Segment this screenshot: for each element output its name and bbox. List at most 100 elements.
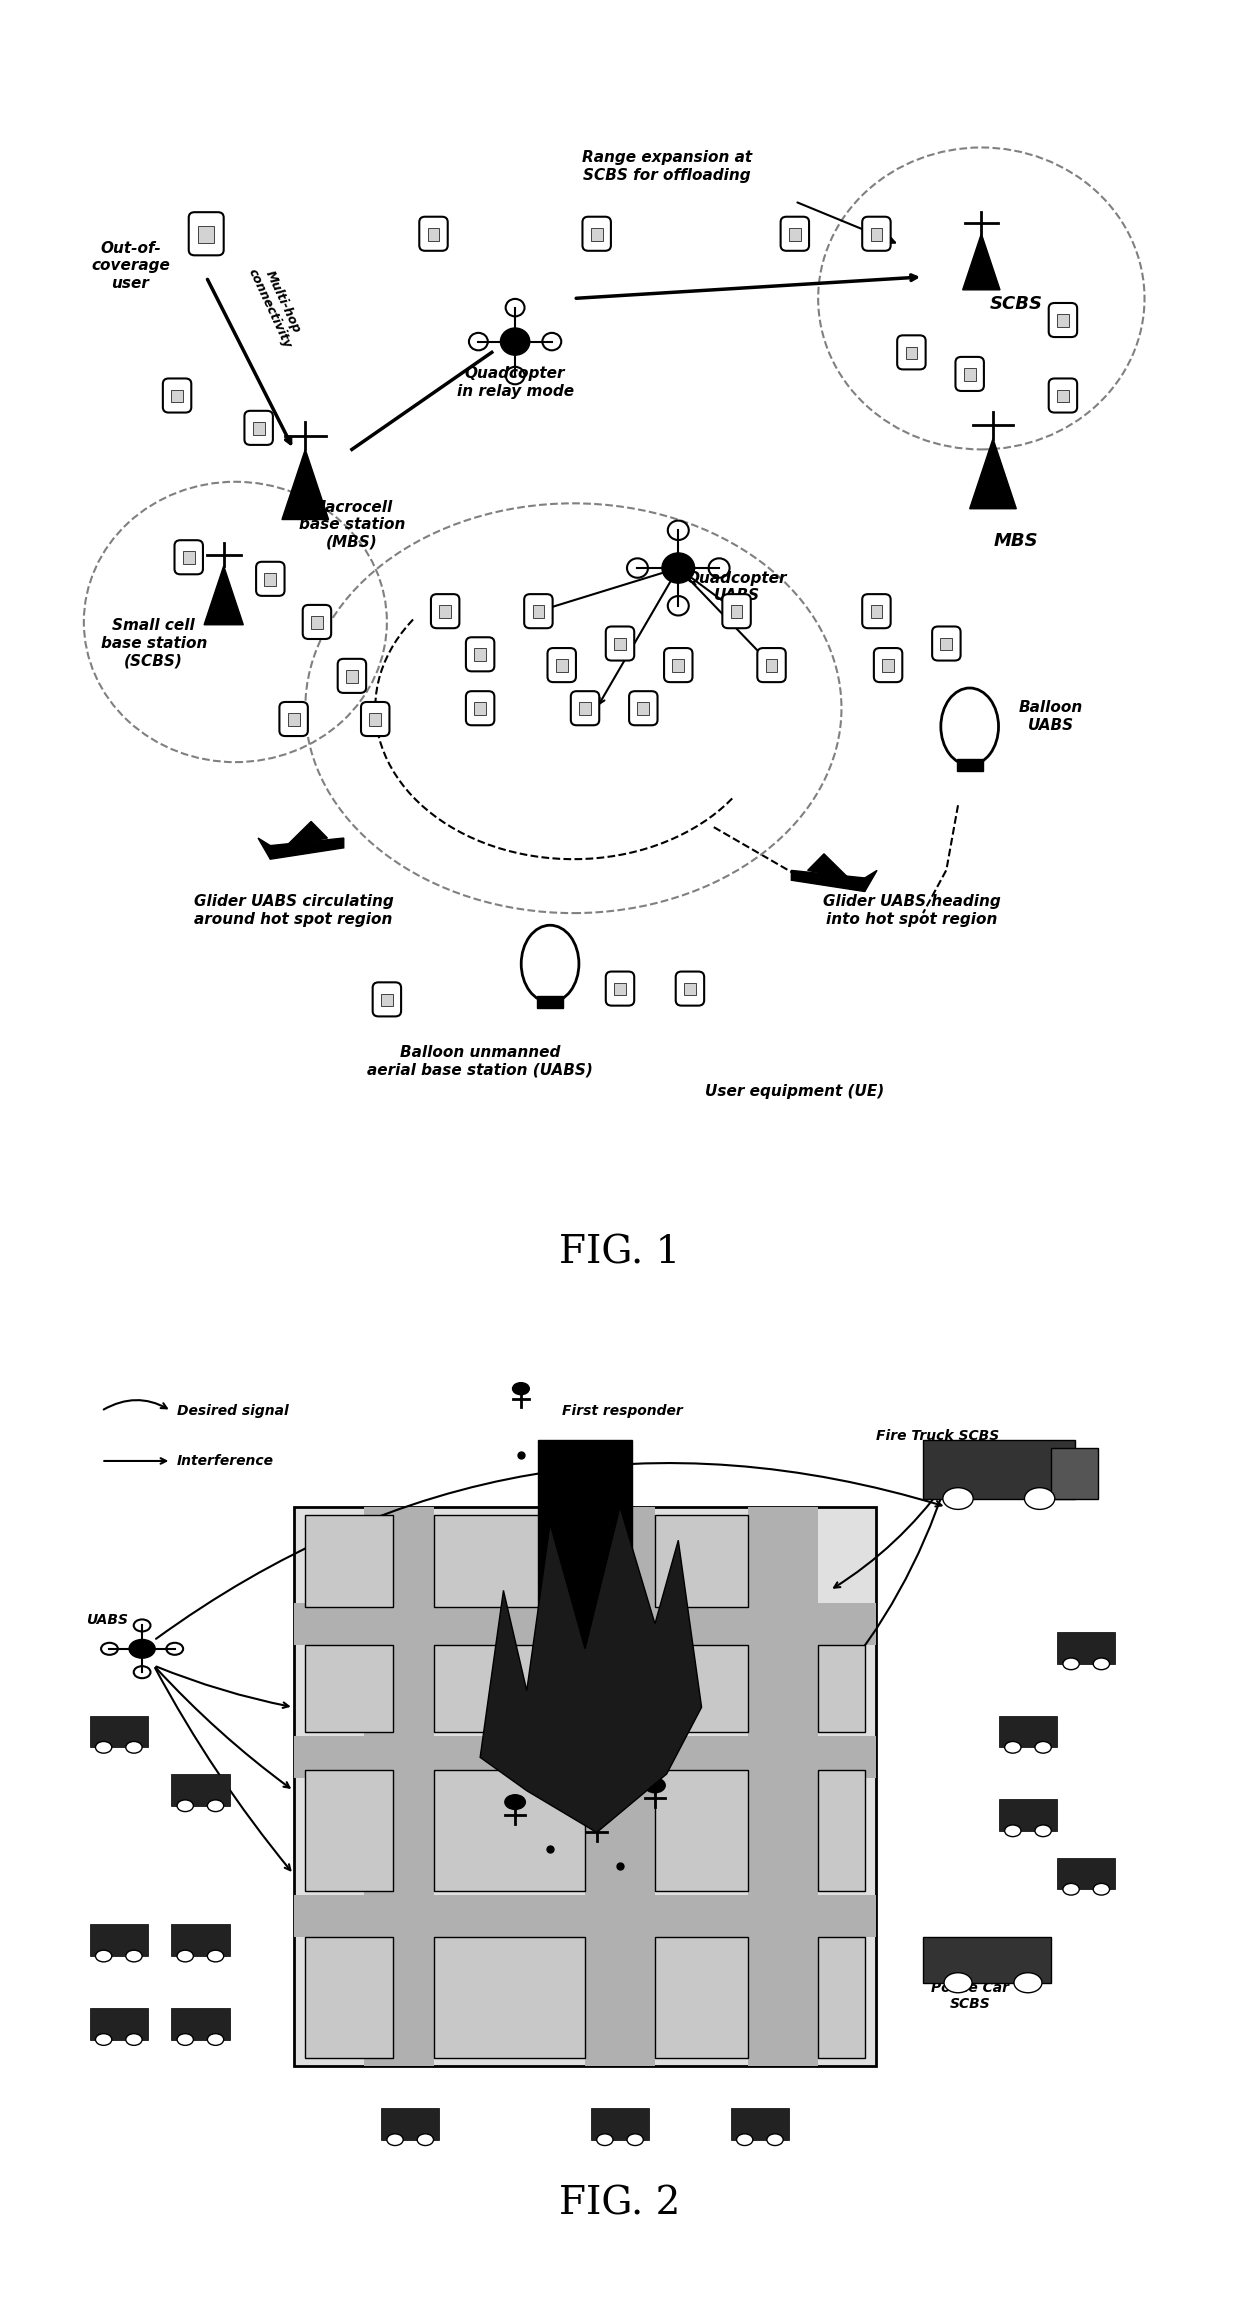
Circle shape [1035, 1742, 1052, 1753]
Bar [923, 1440, 1075, 1498]
Bar [381, 2108, 439, 2140]
Circle shape [587, 1811, 606, 1825]
FancyBboxPatch shape [606, 626, 634, 661]
Text: Police Car
SCBS: Police Car SCBS [931, 1980, 1008, 2011]
FancyBboxPatch shape [432, 594, 459, 628]
Circle shape [505, 1795, 526, 1809]
FancyBboxPatch shape [466, 638, 495, 670]
Circle shape [207, 1800, 223, 1811]
Text: Glider UABS circulating
around hot spot region: Glider UABS circulating around hot spot … [193, 895, 393, 928]
Bar [963, 369, 976, 380]
Bar [288, 714, 300, 726]
Bar [253, 422, 264, 434]
Circle shape [645, 1779, 665, 1793]
Circle shape [737, 2133, 753, 2145]
Circle shape [1094, 1658, 1110, 1670]
FancyBboxPatch shape [676, 972, 704, 1006]
Text: Quadcopter
UABS: Quadcopter UABS [686, 570, 787, 603]
Bar [655, 1644, 748, 1732]
Bar [999, 1716, 1056, 1746]
Bar [585, 1507, 655, 2066]
FancyBboxPatch shape [606, 972, 634, 1006]
Text: UABS: UABS [86, 1612, 128, 1626]
FancyBboxPatch shape [1049, 378, 1078, 413]
Text: First responder: First responder [562, 1403, 682, 1417]
Circle shape [766, 2133, 784, 2145]
FancyBboxPatch shape [175, 540, 203, 575]
FancyBboxPatch shape [466, 691, 495, 726]
Bar [363, 1507, 434, 2066]
Circle shape [942, 1489, 973, 1510]
Polygon shape [791, 870, 864, 890]
Circle shape [1024, 1489, 1055, 1510]
Bar [182, 552, 195, 564]
Circle shape [1035, 1825, 1052, 1837]
FancyBboxPatch shape [162, 378, 191, 413]
Bar [590, 227, 603, 241]
Polygon shape [205, 566, 243, 624]
Bar [614, 638, 626, 649]
Circle shape [1004, 1742, 1021, 1753]
Bar [89, 1925, 148, 1955]
Circle shape [1094, 1883, 1110, 1895]
FancyBboxPatch shape [570, 691, 599, 726]
Circle shape [125, 1950, 143, 1962]
FancyBboxPatch shape [781, 216, 808, 250]
Text: MBS: MBS [994, 533, 1039, 550]
Text: FIG. 1: FIG. 1 [559, 1234, 681, 1271]
Bar [198, 225, 215, 243]
Bar [655, 1769, 748, 1890]
Bar [905, 346, 918, 359]
Bar [381, 993, 393, 1006]
Bar [171, 390, 184, 401]
Polygon shape [864, 870, 877, 890]
Bar [818, 1936, 864, 2057]
Circle shape [177, 1800, 193, 1811]
FancyBboxPatch shape [279, 703, 308, 735]
Text: SCBS: SCBS [990, 295, 1043, 313]
Bar [556, 659, 568, 673]
Text: Victim: Victim [562, 1454, 611, 1468]
Bar [655, 1514, 748, 1607]
Bar [434, 1936, 585, 2057]
FancyBboxPatch shape [665, 647, 692, 682]
Polygon shape [807, 853, 848, 879]
Bar [684, 983, 696, 995]
Bar [923, 1936, 1052, 1983]
Bar [818, 1644, 864, 1732]
Circle shape [95, 1950, 112, 1962]
Bar [765, 659, 777, 673]
Bar [305, 1769, 393, 1890]
Circle shape [662, 552, 694, 582]
Bar [730, 605, 743, 617]
FancyBboxPatch shape [898, 336, 925, 369]
Bar [999, 1800, 1056, 1830]
Bar [870, 605, 883, 617]
Bar [1056, 313, 1069, 327]
FancyBboxPatch shape [874, 647, 903, 682]
Bar [434, 1644, 585, 1732]
FancyBboxPatch shape [303, 605, 331, 640]
Circle shape [177, 2034, 193, 2045]
Bar [957, 758, 982, 770]
FancyBboxPatch shape [373, 983, 401, 1016]
Polygon shape [962, 234, 999, 290]
Bar [294, 1737, 877, 1779]
Circle shape [627, 2133, 644, 2145]
Bar [171, 2008, 229, 2038]
Bar [428, 227, 439, 241]
Polygon shape [281, 450, 329, 519]
Bar [89, 2008, 148, 2038]
FancyBboxPatch shape [723, 594, 750, 628]
Circle shape [95, 2034, 112, 2045]
Polygon shape [970, 438, 1017, 508]
FancyBboxPatch shape [244, 410, 273, 445]
Bar [579, 703, 591, 714]
Text: Desired signal: Desired signal [177, 1403, 289, 1417]
FancyBboxPatch shape [1049, 304, 1078, 336]
Bar [434, 1514, 585, 1607]
Circle shape [207, 1950, 223, 1962]
Bar [748, 1507, 818, 2066]
Bar [439, 605, 451, 617]
FancyBboxPatch shape [525, 594, 553, 628]
